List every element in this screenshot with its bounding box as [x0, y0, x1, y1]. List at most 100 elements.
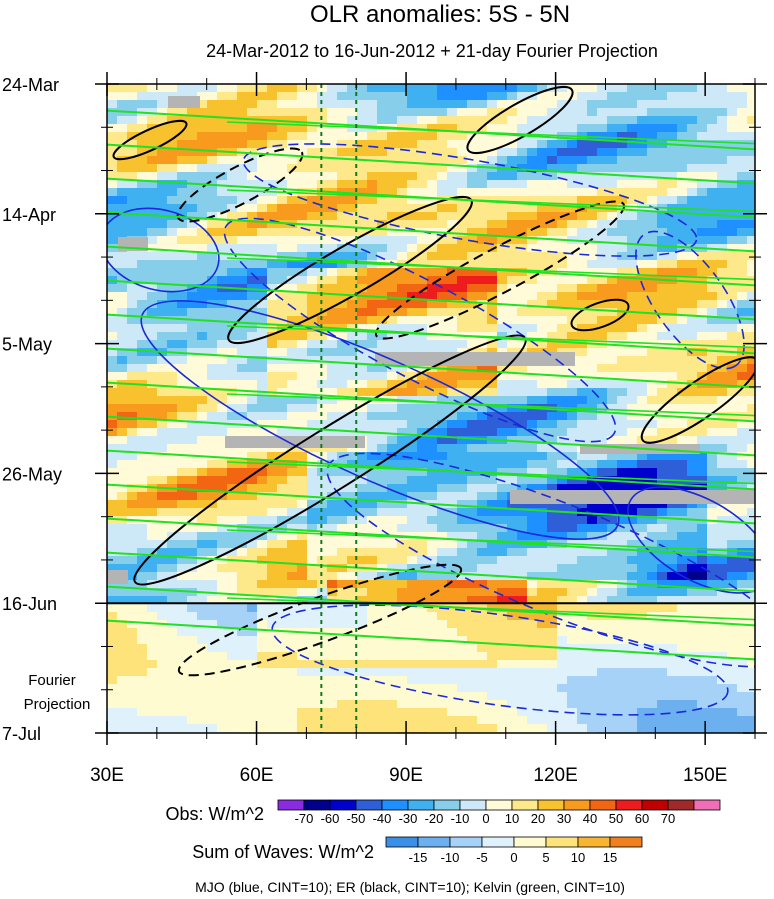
heat-cell — [727, 284, 738, 293]
heat-cell — [707, 420, 718, 429]
heat-cell — [407, 284, 418, 293]
heat-cell — [237, 164, 248, 173]
heat-cell — [287, 252, 298, 261]
heat-cell — [377, 476, 388, 485]
heat-cell — [317, 604, 328, 613]
heat-cell — [707, 260, 718, 269]
heat-cell — [577, 628, 588, 637]
heat-cell — [527, 620, 538, 629]
heat-cell — [407, 220, 418, 229]
heat-cell — [607, 244, 618, 253]
heat-cell — [567, 100, 578, 109]
heat-cell — [187, 260, 198, 269]
heat-cell — [107, 476, 118, 485]
heat-cell — [537, 260, 548, 269]
heat-cell — [257, 452, 268, 461]
heat-cell — [357, 116, 368, 125]
heat-cell — [677, 92, 688, 101]
heat-cell — [367, 100, 378, 109]
heat-cell — [597, 564, 608, 573]
heat-cell — [697, 148, 708, 157]
heat-cell — [557, 284, 568, 293]
heat-cell — [247, 172, 258, 181]
heat-cell — [217, 228, 228, 237]
heat-cell — [537, 148, 548, 157]
heat-cell — [537, 412, 548, 421]
heat-cell — [707, 372, 718, 381]
heat-cell — [467, 652, 478, 661]
heat-cell — [397, 140, 408, 149]
heat-cell — [607, 500, 618, 509]
heat-cell — [107, 652, 118, 661]
heat-cell — [387, 564, 398, 573]
heat-cell — [127, 308, 138, 317]
heat-cell — [197, 140, 208, 149]
heat-cell — [367, 92, 378, 101]
heat-cell — [737, 644, 748, 653]
heat-cell — [377, 140, 388, 149]
heat-cell — [737, 668, 748, 677]
heat-cell — [147, 108, 158, 117]
heat-cell — [657, 604, 668, 613]
heat-cell — [467, 124, 478, 133]
heat-cell — [177, 532, 188, 541]
heat-cell — [287, 404, 298, 413]
heat-cell — [427, 588, 438, 597]
heat-cell — [287, 676, 298, 685]
heat-cell — [407, 300, 418, 309]
heat-cell — [267, 356, 278, 365]
heat-cell — [497, 388, 508, 397]
heat-cell — [477, 628, 488, 637]
heat-cell — [677, 516, 688, 525]
heat-cell — [587, 644, 598, 653]
heat-cell — [347, 444, 358, 453]
heat-cell — [277, 676, 288, 685]
heat-cell — [107, 244, 118, 253]
heat-cell — [177, 396, 188, 405]
heat-cell — [397, 228, 408, 237]
heat-cell — [367, 340, 378, 349]
heat-cell — [547, 524, 558, 533]
heat-cell — [247, 620, 258, 629]
heat-cell — [437, 452, 448, 461]
heat-cell — [707, 676, 718, 685]
heat-cell — [177, 556, 188, 565]
heat-cell — [577, 332, 588, 341]
heat-cell — [387, 308, 398, 317]
heat-cell — [497, 156, 508, 165]
heat-cell — [537, 428, 548, 437]
heat-cell — [617, 452, 628, 461]
heat-cell — [687, 484, 698, 493]
heat-cell — [127, 564, 138, 573]
heat-cell — [247, 92, 258, 101]
heat-cell — [377, 84, 388, 93]
heat-cell — [197, 692, 208, 701]
heat-cell — [227, 108, 238, 117]
heat-cell — [327, 308, 338, 317]
heat-cell — [247, 668, 258, 677]
heat-cell — [237, 596, 248, 605]
heat-cell — [377, 516, 388, 525]
heat-cell — [377, 108, 388, 117]
heat-cell — [447, 372, 458, 381]
heat-cell — [357, 460, 368, 469]
heat-cell — [207, 292, 218, 301]
heat-cell — [397, 604, 408, 613]
heat-cell — [537, 100, 548, 109]
heat-cell — [147, 596, 158, 605]
heat-cell — [527, 660, 538, 669]
heat-cell — [147, 540, 158, 549]
heat-cell — [677, 84, 688, 93]
heat-cell — [567, 396, 578, 405]
heat-cell — [237, 212, 248, 221]
heat-cell — [437, 188, 448, 197]
heat-cell — [357, 164, 368, 173]
heat-cell — [737, 508, 748, 517]
heat-cell — [237, 492, 248, 501]
heat-cell — [447, 380, 458, 389]
heat-cell — [487, 260, 498, 269]
heat-cell — [267, 692, 278, 701]
heat-cell — [507, 524, 518, 533]
heat-cell — [307, 444, 318, 453]
heat-cell — [477, 236, 488, 245]
